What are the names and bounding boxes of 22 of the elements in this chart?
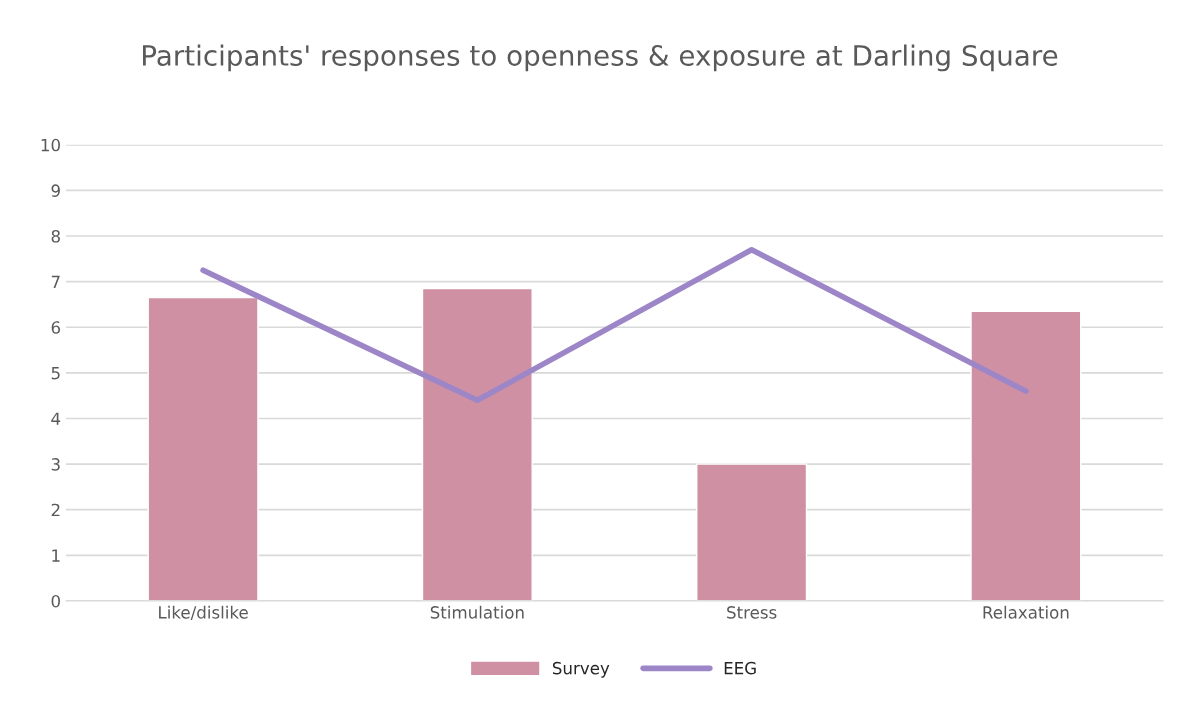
y-tick-label: 4: [51, 412, 61, 425]
y-tick-label: 5: [51, 367, 60, 380]
x-tick-label: Stimulation: [430, 605, 524, 619]
y-tick-label: 8: [51, 229, 60, 243]
y-tick-label: 0: [51, 594, 60, 608]
y-tick-label: 6: [51, 321, 61, 334]
y-tick-label: 7: [51, 275, 60, 288]
legend-label: Survey: [552, 661, 610, 678]
y-tick-label: 10: [41, 138, 60, 152]
x-tick-label: Stress: [727, 606, 777, 619]
legend-label: EEG: [724, 661, 756, 675]
bar: [147, 296, 259, 601]
bar: [970, 310, 1082, 601]
y-tick-label: 2: [51, 503, 60, 517]
y-tick-label: 9: [51, 184, 60, 197]
x-tick-label: Relaxation: [983, 605, 1069, 619]
chart-title: Participants' responses to openness & exposure at Darling Square: [143, 44, 1058, 72]
bar: [696, 463, 808, 601]
bar: [421, 287, 533, 601]
y-tick-label: 1: [52, 549, 60, 562]
x-tick-label: Like/dislike: [159, 605, 248, 620]
y-tick-label: 3: [51, 458, 60, 471]
